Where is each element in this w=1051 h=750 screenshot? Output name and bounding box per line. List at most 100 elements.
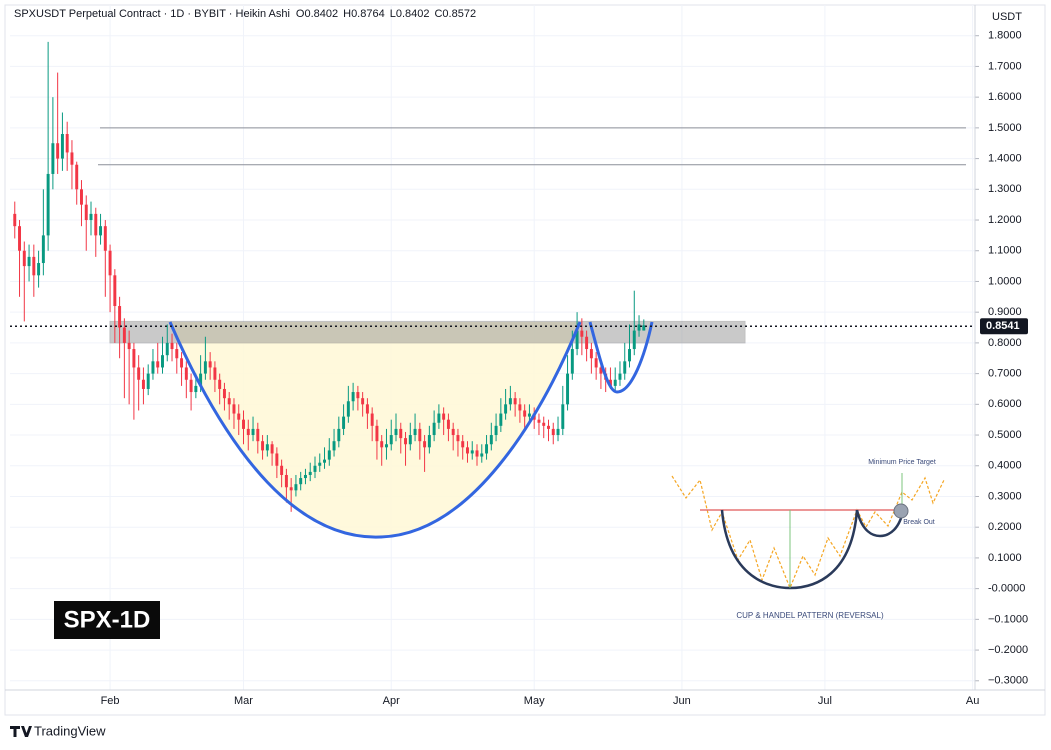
y-tick-label: 1.4000	[988, 152, 1022, 164]
candle-body	[313, 465, 317, 472]
candle-body	[337, 428, 341, 442]
candle-body	[575, 330, 579, 350]
y-tick-label: 1.7000	[988, 60, 1022, 72]
y-tick-label: −0.2000	[988, 644, 1028, 656]
candle-body	[370, 413, 374, 426]
y-tick-label: 1.5000	[988, 122, 1022, 134]
candle-body	[394, 428, 398, 436]
cup-fill	[170, 322, 580, 538]
title: SPXUSDT Perpetual Contract · 1D · BYBIT …	[14, 8, 290, 20]
candle-body	[466, 447, 469, 454]
y-tick-label: −0.1000	[988, 613, 1028, 625]
candle-body	[427, 435, 431, 448]
y-tick-label: -0.0000	[988, 583, 1025, 595]
candle-body	[46, 173, 50, 236]
candle-body	[113, 275, 117, 307]
breakout-text: Break Out	[903, 519, 935, 526]
candle-body	[284, 474, 288, 488]
candle-body	[446, 419, 450, 429]
candle-body	[141, 379, 145, 389]
y-tick-label: 0.8000	[988, 337, 1022, 349]
candle-body	[60, 134, 64, 159]
candle-body	[570, 349, 574, 374]
candle-body	[208, 361, 212, 368]
candle-body	[18, 226, 22, 251]
inset: Minimum Price Target Break Out CUP & HAN…	[671, 459, 945, 620]
price-path	[671, 475, 945, 590]
candle-body	[623, 361, 627, 374]
candle-body	[523, 410, 527, 417]
candle-body	[375, 425, 379, 442]
candle-body	[599, 367, 603, 374]
y-tick-label: 0.2000	[988, 521, 1022, 533]
candle-body	[299, 478, 303, 485]
candle-body	[351, 392, 355, 402]
y-tick-label: 0.9000	[988, 306, 1022, 318]
candle-body	[418, 428, 422, 442]
candle-body	[504, 404, 508, 414]
candle-body	[303, 474, 307, 479]
candle-body	[580, 330, 584, 337]
inset-caption: CUP & HANDEL PATTERN (REVERSAL)	[736, 611, 884, 620]
candle-body	[165, 342, 169, 356]
candle-body	[56, 143, 60, 159]
candle-body	[80, 189, 83, 205]
candle-body	[156, 361, 160, 368]
candle-body	[275, 453, 279, 466]
cup-curve	[168, 321, 582, 539]
breakout-dot	[893, 503, 909, 519]
y-tick-label: −0.3000	[988, 675, 1028, 687]
x-tick-label: Mar	[234, 695, 253, 707]
candle-body	[89, 213, 93, 221]
candle-body	[318, 462, 322, 466]
candle-body	[456, 435, 460, 442]
candle-body	[432, 422, 436, 436]
candle-body	[294, 484, 298, 491]
x-tick-label: Feb	[101, 695, 120, 707]
y-tick-label: 1.2000	[988, 214, 1022, 226]
candle-body	[222, 388, 226, 399]
candle-body	[361, 398, 365, 405]
candle-body	[37, 263, 41, 276]
candle-body	[175, 349, 179, 359]
candle-body	[389, 435, 393, 445]
x-tick-label: May	[524, 695, 545, 707]
candle-body	[589, 349, 593, 359]
candle-body	[256, 428, 260, 442]
candle-body	[99, 226, 103, 236]
inset-handle	[855, 509, 905, 538]
candle-body	[246, 428, 250, 436]
ohlc: C0.8572	[434, 8, 476, 20]
candle-body	[41, 235, 45, 264]
x-tick-label: Au	[966, 695, 979, 707]
ohlc: O0.8402	[296, 8, 338, 20]
candle-body	[261, 441, 265, 451]
candle-body	[146, 373, 150, 389]
candle-body	[485, 444, 489, 454]
candle-body	[127, 342, 131, 350]
y-tick-label: 1.3000	[988, 183, 1022, 195]
brand: TradingView	[34, 723, 106, 738]
candle-body	[556, 428, 560, 436]
candle-body	[84, 204, 88, 221]
candle-body	[108, 250, 112, 276]
x-tick-label: Jul	[818, 695, 832, 707]
candle-body	[270, 444, 274, 454]
candle-body	[628, 349, 631, 362]
header: SPXUSDT Perpetual Contract · 1D · BYBIT …	[14, 8, 476, 20]
badge-bg	[54, 601, 160, 639]
candle-body	[642, 325, 646, 331]
candle-body	[489, 435, 493, 445]
candle-body	[384, 444, 388, 448]
candle-body	[170, 342, 174, 350]
candle-body	[437, 413, 441, 423]
candle-body	[613, 379, 617, 386]
candle-body	[513, 398, 517, 405]
target-text: Minimum Price Target	[868, 459, 936, 466]
candle-body	[542, 422, 546, 426]
y-tick-label: 1.6000	[988, 91, 1022, 103]
last-price-label: 0.8541	[986, 320, 1020, 332]
candle-body	[442, 413, 446, 420]
candle-body	[184, 367, 188, 380]
